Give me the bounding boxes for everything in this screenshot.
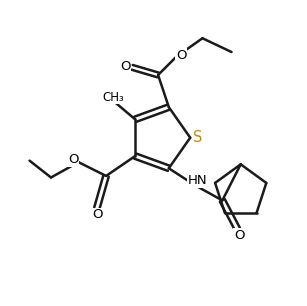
Text: O: O xyxy=(176,49,186,62)
Text: HN: HN xyxy=(188,174,207,187)
Text: O: O xyxy=(120,60,130,73)
Text: CH₃: CH₃ xyxy=(102,91,124,103)
Text: S: S xyxy=(193,129,203,145)
Text: O: O xyxy=(92,208,103,221)
Text: O: O xyxy=(68,153,78,166)
Text: O: O xyxy=(234,229,244,241)
